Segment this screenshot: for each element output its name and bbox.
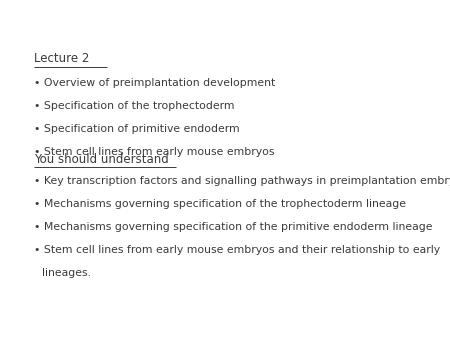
Text: You should understand: You should understand	[34, 153, 168, 166]
Text: • Stem cell lines from early mouse embryos: • Stem cell lines from early mouse embry…	[34, 147, 274, 157]
Text: • Mechanisms governing specification of the primitive endoderm lineage: • Mechanisms governing specification of …	[34, 222, 432, 233]
Text: • Stem cell lines from early mouse embryos and their relationship to early: • Stem cell lines from early mouse embry…	[34, 245, 440, 256]
Text: • Specification of the trophectoderm: • Specification of the trophectoderm	[34, 101, 234, 111]
Text: • Overview of preimplantation development: • Overview of preimplantation developmen…	[34, 78, 275, 88]
Text: Lecture 2: Lecture 2	[34, 52, 89, 65]
Text: • Specification of primitive endoderm: • Specification of primitive endoderm	[34, 124, 239, 134]
Text: lineages.: lineages.	[42, 268, 91, 279]
Text: • Mechanisms governing specification of the trophectoderm lineage: • Mechanisms governing specification of …	[34, 199, 406, 210]
Text: • Key transcription factors and signalling pathways in preimplantation embryos: • Key transcription factors and signalli…	[34, 176, 450, 187]
